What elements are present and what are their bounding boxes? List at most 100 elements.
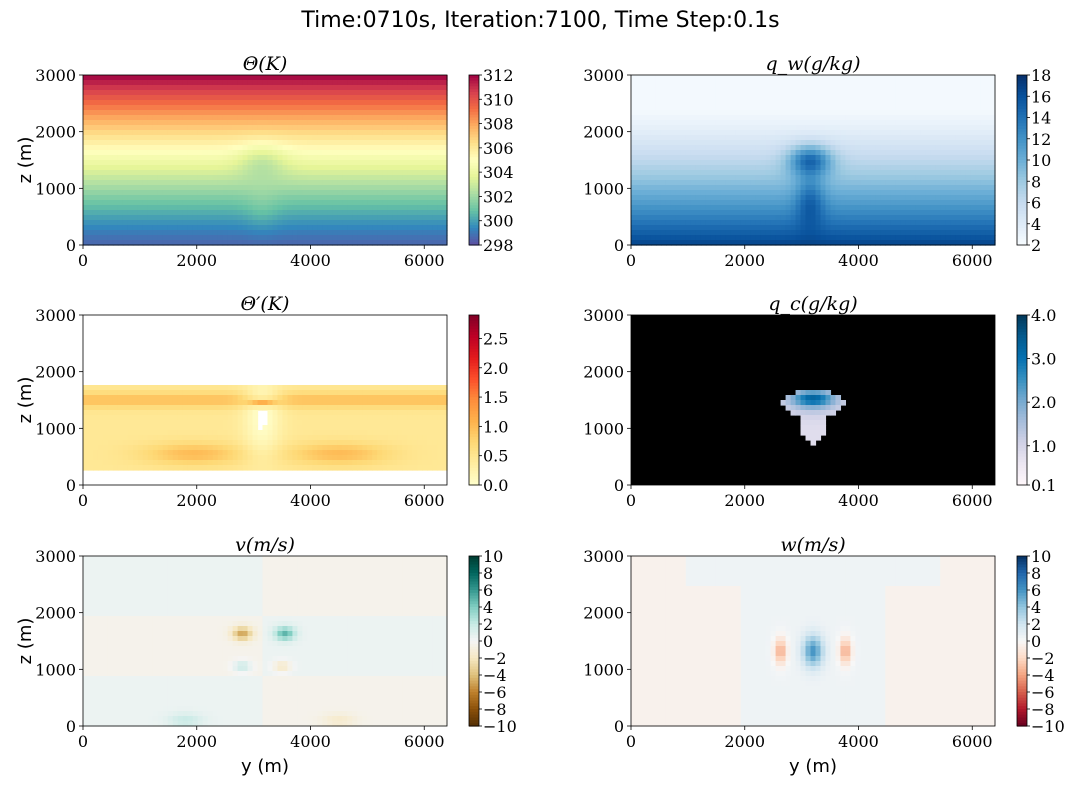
heatmap-cell: [372, 90, 378, 96]
heatmap-cell: [422, 235, 428, 241]
heatmap-cell: [232, 150, 239, 156]
heatmap-cell: [955, 100, 961, 106]
heatmap-cell: [157, 125, 164, 131]
heatmap-cell: [377, 135, 383, 141]
heatmap-cell: [397, 145, 403, 151]
heatmap-cell: [342, 130, 348, 136]
heatmap-cell: [187, 165, 194, 171]
heatmap-cell: [83, 170, 89, 176]
heatmap-cell: [750, 160, 757, 166]
heatmap-cell: [930, 180, 936, 186]
heatmap-cell: [631, 125, 637, 131]
heatmap-cell: [700, 220, 707, 226]
heatmap-cell: [765, 200, 772, 206]
heatmap-cell: [297, 220, 303, 226]
heatmap-cell: [890, 160, 896, 166]
heatmap-cell: [950, 205, 956, 211]
heatmap-cell: [730, 140, 737, 146]
heatmap-cell: [750, 130, 757, 136]
heatmap-cell: [935, 195, 941, 201]
heatmap-cell: [177, 140, 184, 146]
heatmap-cell: [212, 180, 219, 186]
heatmap-cell: [192, 150, 199, 156]
heatmap-cell: [990, 195, 996, 201]
heatmap-cell: [407, 95, 413, 101]
heatmap-cell: [372, 240, 378, 246]
heatmap-cell: [427, 115, 433, 121]
heatmap-cell: [770, 100, 777, 106]
heatmap-cell: [107, 110, 114, 116]
colorbar-segment: [469, 154, 479, 158]
heatmap-cell: [635, 170, 642, 176]
heatmap-cell: [790, 135, 797, 141]
heatmap-cell: [790, 80, 797, 86]
heatmap-cell: [397, 230, 403, 236]
heatmap-cell: [770, 155, 777, 161]
heatmap-cell: [755, 225, 762, 231]
heatmap-cell: [900, 95, 906, 101]
heatmap-cell: [427, 180, 433, 186]
heatmap-cell: [680, 210, 687, 216]
heatmap-cell: [785, 170, 792, 176]
heatmap-cell: [402, 185, 408, 191]
heatmap-cell: [92, 225, 99, 231]
heatmap-cell: [442, 185, 448, 191]
heatmap-cell: [132, 170, 139, 176]
heatmap-cell: [237, 205, 244, 211]
heatmap-cell: [282, 115, 289, 121]
heatmap-cell: [735, 190, 742, 196]
heatmap-cell: [850, 210, 856, 216]
heatmap-cell: [885, 85, 891, 91]
heatmap-cell: [442, 155, 448, 161]
heatmap-cell: [397, 165, 403, 171]
heatmap-cell: [342, 210, 348, 216]
heatmap-cell: [720, 210, 727, 216]
heatmap-cell: [920, 135, 926, 141]
heatmap-cell: [97, 140, 104, 146]
heatmap-cell: [112, 105, 119, 111]
heatmap-cell: [820, 150, 827, 156]
heatmap-cell: [242, 210, 249, 216]
heatmap-cell: [387, 180, 393, 186]
heatmap-cell: [257, 150, 264, 156]
heatmap-cell: [940, 145, 946, 151]
heatmap-cell: [810, 130, 817, 136]
heatmap-cell: [775, 150, 782, 156]
heatmap-cell: [357, 90, 363, 96]
heatmap-cell: [257, 90, 264, 96]
heatmap-cell: [845, 210, 851, 216]
colorbar-segment: [469, 213, 479, 218]
heatmap-cell: [960, 205, 966, 211]
heatmap-cell: [725, 110, 732, 116]
heatmap-cell: [307, 220, 313, 226]
heatmap-cell: [412, 200, 418, 206]
heatmap-cell: [332, 235, 338, 241]
heatmap-cell: [352, 220, 358, 226]
heatmap-cell: [127, 125, 134, 131]
heatmap-cell: [680, 235, 687, 241]
heatmap-cell: [252, 210, 259, 216]
heatmap-cell: [780, 130, 787, 136]
heatmap-cell: [885, 175, 891, 181]
heatmap-cell: [207, 85, 214, 91]
heatmap-cell: [965, 225, 971, 231]
heatmap-cell: [800, 165, 807, 171]
heatmap-cell: [152, 115, 159, 121]
heatmap-cell: [695, 200, 702, 206]
heatmap-cell: [83, 90, 89, 96]
heatmap-cell: [680, 155, 687, 161]
heatmap-cell: [272, 170, 279, 176]
heatmap-cell: [147, 225, 154, 231]
heatmap-cell: [980, 150, 986, 156]
heatmap-cell: [347, 80, 353, 86]
heatmap-cell: [162, 200, 169, 206]
heatmap-cell: [87, 160, 94, 166]
heatmap-cell: [432, 195, 438, 201]
heatmap-cell: [207, 185, 214, 191]
heatmap-cell: [850, 120, 856, 126]
heatmap-cell: [367, 145, 373, 151]
heatmap-cell: [337, 120, 343, 126]
heatmap-cell: [785, 105, 792, 111]
heatmap-cell: [840, 135, 847, 141]
heatmap-cell: [142, 160, 149, 166]
